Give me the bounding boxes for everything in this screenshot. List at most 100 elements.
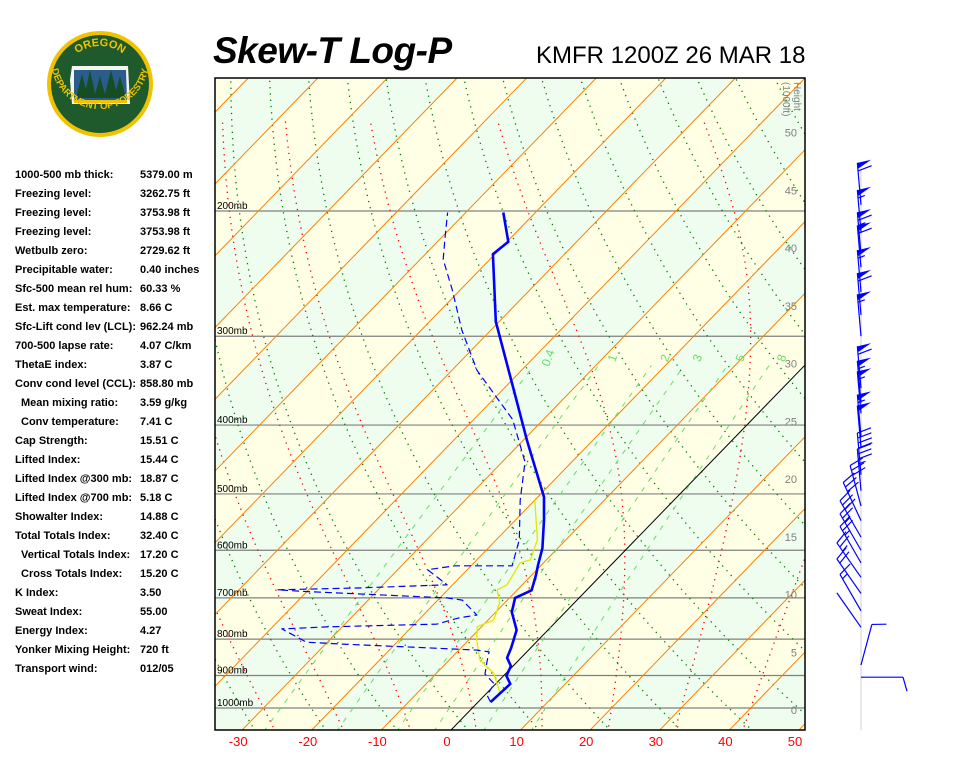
index-value: 3753.98 ft <box>140 207 191 219</box>
isotherm-line <box>215 78 667 544</box>
index-label: Transport wind: <box>15 663 98 675</box>
wind-barb <box>861 676 908 692</box>
index-label: Precipitable water: <box>15 264 113 276</box>
plot-frame <box>214 77 806 731</box>
wind-barb-full <box>857 165 872 172</box>
wind-barb-staff <box>856 405 862 448</box>
height-axis-label-part: Height <box>791 82 802 114</box>
temperature-tick-label: 30 <box>649 734 663 749</box>
index-label: Freezing level: <box>15 188 92 200</box>
wind-barb-pennant <box>857 391 872 401</box>
index-label: Conv cond level (CCL): <box>15 378 137 390</box>
wind-barb-staff <box>839 574 862 612</box>
wind-barb <box>856 222 872 268</box>
index-label: K Index: <box>15 587 59 599</box>
wind-barb-pennant <box>857 159 872 169</box>
index-row: Yonker Mixing Height: 720 ft <box>15 644 215 663</box>
wind-barb <box>856 391 872 437</box>
index-value: 3753.98 ft <box>140 226 191 238</box>
wind-barb-full <box>857 427 872 434</box>
wind-barb-full <box>857 437 873 444</box>
height-tick-label: 25 <box>785 416 797 428</box>
dry-adiabat-line <box>952 53 960 732</box>
index-value: 15.20 C <box>140 568 179 580</box>
temperature-tick-label: 20 <box>579 734 593 749</box>
wind-barb-full <box>849 457 863 467</box>
index-label: Energy Index: <box>15 625 88 637</box>
wind-barb <box>856 291 872 337</box>
index-value: 3.87 C <box>140 359 173 371</box>
wind-barb-pennant <box>857 269 872 279</box>
index-label: Sfc-500 mean rel hum: <box>15 283 133 295</box>
index-value: 7.41 C <box>140 416 173 428</box>
wind-barb <box>836 531 862 578</box>
zero-isotherm-line <box>450 364 805 730</box>
index-label: Freezing level: <box>15 207 92 219</box>
isotherm-line <box>798 723 805 730</box>
wind-barb-pennant <box>857 357 872 367</box>
index-row: Energy Index: 4.27 <box>15 625 215 644</box>
wind-barb-staff <box>856 448 862 491</box>
index-label: Cross Totals Index: <box>21 568 123 580</box>
temperature-tick-label: 50 <box>788 734 802 749</box>
wetbulb-profile <box>476 500 539 694</box>
wind-barb-half <box>844 516 851 523</box>
index-value: 18.87 C <box>140 473 179 485</box>
wind-barb-staff <box>836 542 862 578</box>
isotherm-line <box>869 78 960 730</box>
index-row: Cap Strength: 15.51 C <box>15 435 215 454</box>
pressure-label: 400mb <box>217 415 248 426</box>
dry-adiabat-line <box>424 78 805 715</box>
dry-adiabat-line <box>501 78 805 589</box>
isotherm-line <box>215 78 736 616</box>
wind-barb-full <box>857 448 872 455</box>
pressure-label: 1000mb <box>217 698 254 709</box>
index-row: Lifted Index: 15.44 C <box>15 454 215 473</box>
height-tick-label: 30 <box>785 359 797 371</box>
isotherm-line <box>215 78 527 400</box>
index-value: 60.33 % <box>140 283 181 295</box>
temperature-band <box>799 723 805 730</box>
temperature-tick-label: 0 <box>443 734 450 749</box>
index-value: 15.44 C <box>140 454 179 466</box>
mixing-ratio-line <box>531 365 770 730</box>
index-row: Est. max temperature: 8.66 C <box>15 302 215 321</box>
wind-barb <box>856 269 872 315</box>
isotherm-line <box>589 507 805 730</box>
wind-barb-half <box>857 299 866 303</box>
index-value: 962.24 mb <box>140 321 194 333</box>
height-tick-label: 40 <box>785 243 797 255</box>
oregon-department-of-forestry-logo: OREGON DEPARTMENT OF FORESTRY <box>47 31 153 137</box>
index-row: Freezing level: 3262.75 ft <box>15 188 215 207</box>
wind-barb-pennant <box>857 209 872 219</box>
wind-barb-staff <box>839 513 862 551</box>
wind-barb-full <box>842 507 854 519</box>
wind-barb-half <box>857 254 866 259</box>
wind-barb-staff <box>856 294 862 337</box>
isotherm-line <box>215 78 458 329</box>
wind-barb-full <box>902 677 908 692</box>
index-row: Lifted Index @300 mb: 18.87 C <box>15 473 215 492</box>
mixing-ratio-label: 1 <box>605 352 621 363</box>
chart-title: Skew-T Log-P <box>213 30 452 71</box>
wind-barb-pennant <box>857 291 872 301</box>
index-row: Sweat Index: 55.00 <box>15 606 215 625</box>
wind-barb <box>856 247 872 293</box>
mixing-ratio-label: 2 <box>657 352 673 363</box>
wind-barb-full <box>844 477 857 488</box>
index-label: Cap Strength: <box>15 435 88 447</box>
isotherm-line <box>311 220 805 730</box>
pressure-label: 600mb <box>217 540 248 551</box>
wind-barb <box>849 457 866 507</box>
wind-barb <box>856 159 872 205</box>
station-time-label: KMFR 1200Z 26 MAR 18 <box>536 42 806 69</box>
index-value: 720 ft <box>140 644 169 656</box>
index-label: Sweat Index: <box>15 606 83 618</box>
moist-adiabat-line <box>215 433 344 730</box>
wind-barb-full <box>851 462 865 471</box>
index-row: 700-500 lapse rate: 4.07 C/km <box>15 340 215 359</box>
wind-barb-half <box>858 222 866 226</box>
wind-barb-pennant <box>857 368 872 378</box>
index-label: Total Totals Index: <box>15 530 111 542</box>
index-value: 5.18 C <box>140 492 173 504</box>
